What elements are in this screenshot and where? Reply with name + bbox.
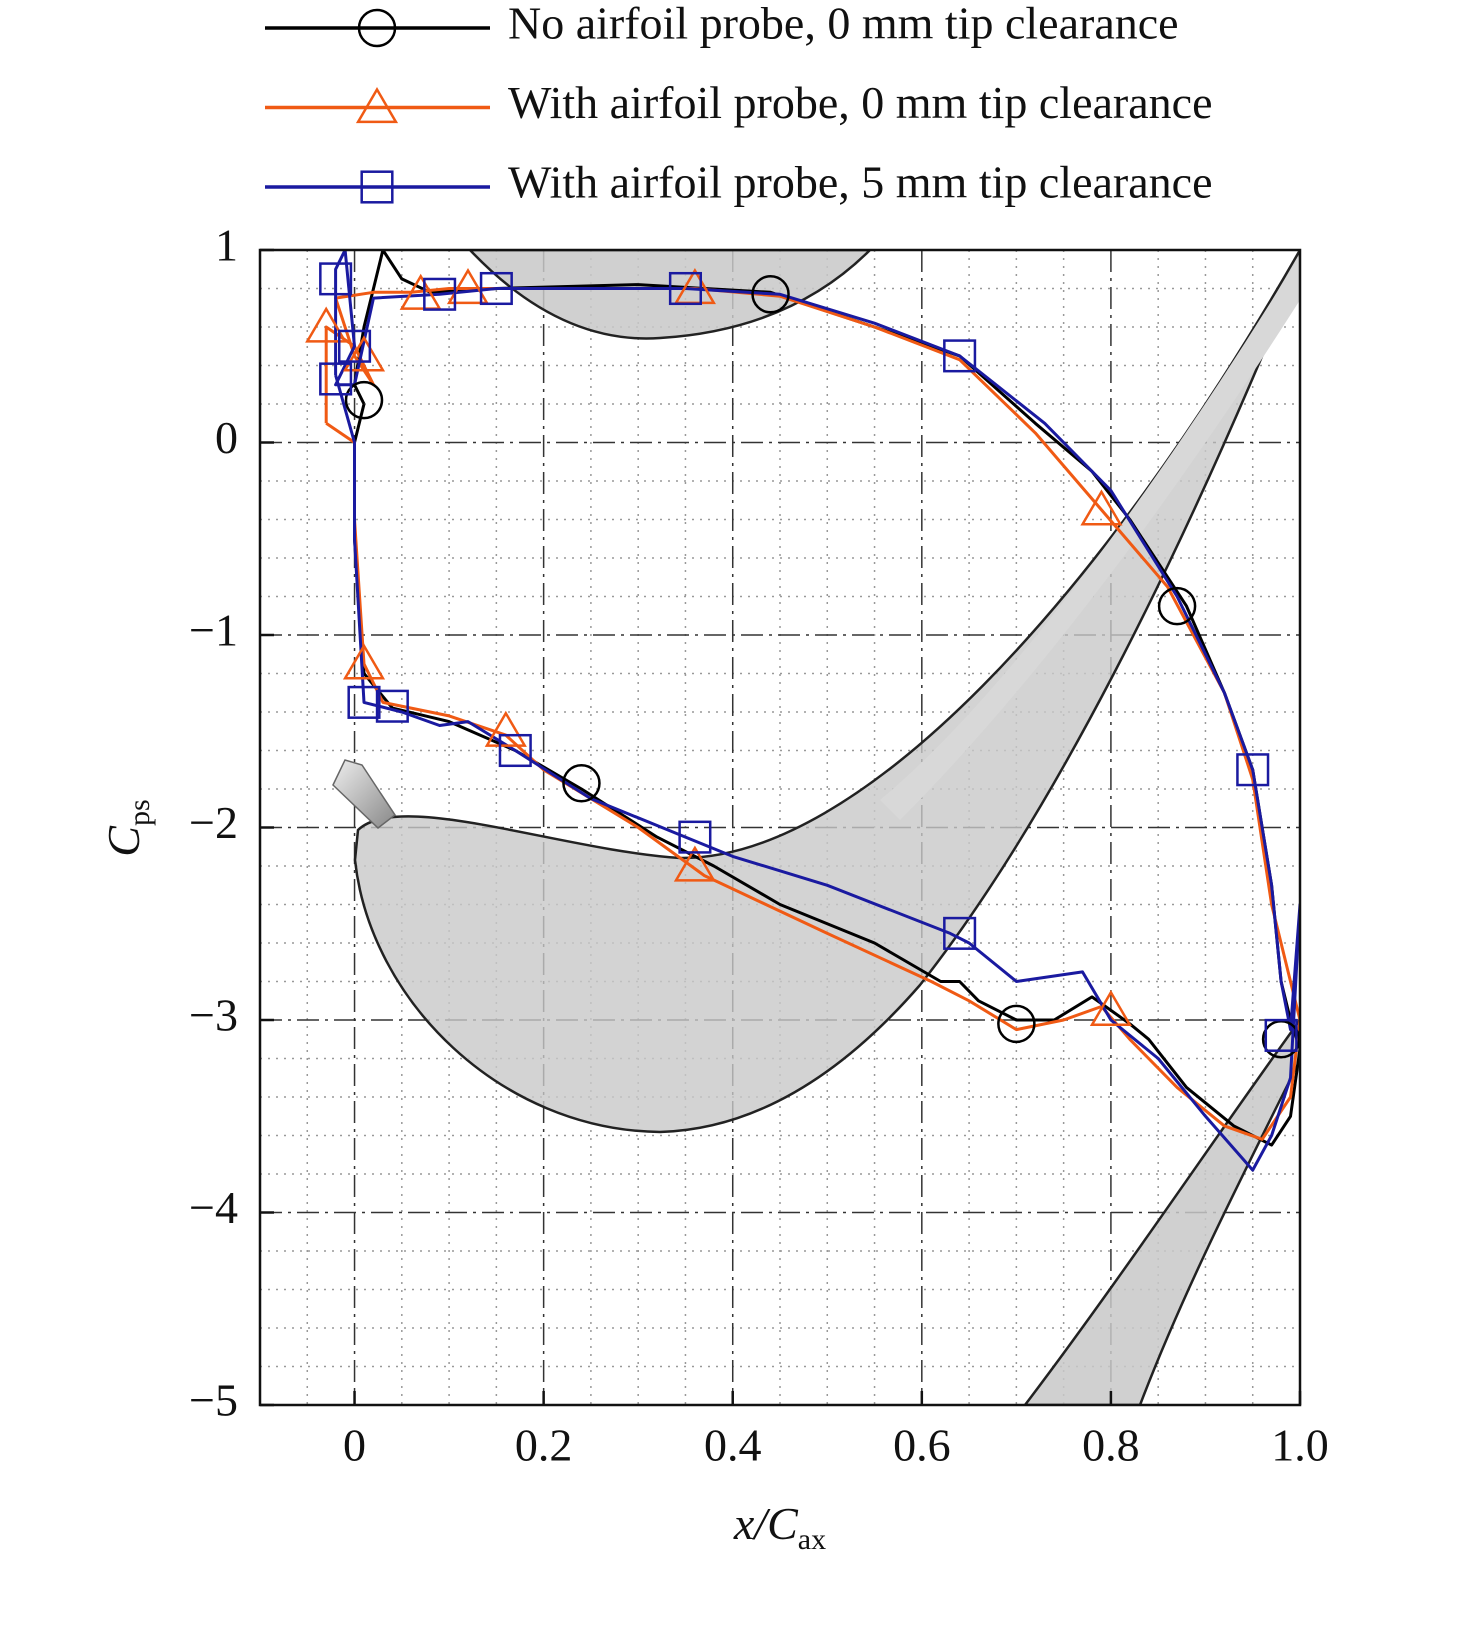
- y-axis-label: Cps: [98, 799, 156, 856]
- marker: [1264, 1018, 1298, 1052]
- y-tick-label: −5: [189, 1375, 238, 1426]
- marker: [1157, 586, 1197, 626]
- marker: [337, 329, 372, 363]
- blade: [1023, 1017, 1300, 1405]
- y-tick-label: −1: [189, 605, 238, 656]
- probe: [332, 759, 397, 829]
- marker-layer: [305, 262, 1301, 1059]
- marker: [943, 916, 977, 950]
- x-tick-label: 0: [343, 1420, 366, 1471]
- x-tick-label: 0.8: [1082, 1420, 1140, 1471]
- marker: [357, 8, 397, 48]
- marker: [562, 763, 601, 803]
- marker: [668, 271, 703, 306]
- marker: [319, 362, 353, 396]
- y-tick-label: 0: [215, 412, 238, 463]
- x-tick-label: 0.4: [704, 1420, 762, 1471]
- marker: [399, 273, 442, 310]
- x-tick-label: 0.2: [515, 1420, 573, 1471]
- legend-label: With airfoil probe, 0 mm tip clearance: [508, 77, 1213, 128]
- ticks: 0 0.2 0.4 0.6 0.8 1.0 1 0 −1 −2 −3 −4 −5: [189, 220, 1329, 1471]
- legend: No airfoil probe, 0 mm tip clearance With…: [265, 0, 1213, 208]
- marker: [319, 262, 353, 296]
- marker: [943, 339, 977, 373]
- x-tick-label: 1.0: [1271, 1420, 1329, 1471]
- y-tick-label: −3: [189, 990, 238, 1041]
- marker: [1089, 989, 1132, 1027]
- marker: [355, 87, 399, 124]
- marker: [446, 268, 490, 305]
- series-line: [334, 250, 1300, 1172]
- x-axis-label-main: x/C: [733, 1498, 799, 1549]
- series-line: [353, 250, 1300, 1147]
- x-axis-label: x/Cax: [733, 1498, 826, 1556]
- y-tick-label: −2: [189, 797, 238, 848]
- marker: [751, 275, 790, 314]
- marker: [479, 271, 513, 306]
- marker: [484, 710, 527, 747]
- marker: [678, 820, 712, 854]
- marker: [1236, 753, 1270, 787]
- marker: [673, 845, 716, 882]
- y-tick-label: −4: [189, 1182, 238, 1233]
- marker: [1080, 489, 1123, 526]
- y-axis-label-sub: ps: [123, 799, 156, 826]
- y-axis-label-main: C: [98, 825, 149, 857]
- x-axis-label-sub: ax: [798, 1523, 826, 1556]
- marker: [342, 335, 386, 372]
- marker: [423, 277, 457, 311]
- blade-band: [880, 255, 1300, 820]
- x-tick-label: 0.6: [893, 1420, 951, 1471]
- legend-label: No airfoil probe, 0 mm tip clearance: [508, 0, 1179, 49]
- marker: [342, 643, 386, 680]
- marker: [997, 1004, 1036, 1044]
- marker: [498, 733, 532, 768]
- y-tick-label: 1: [215, 220, 238, 271]
- marker: [305, 306, 348, 343]
- legend-label: With airfoil probe, 5 mm tip clearance: [508, 157, 1213, 208]
- marker: [360, 170, 394, 204]
- marker: [375, 689, 409, 723]
- marker: [344, 380, 384, 420]
- marker: [347, 685, 381, 719]
